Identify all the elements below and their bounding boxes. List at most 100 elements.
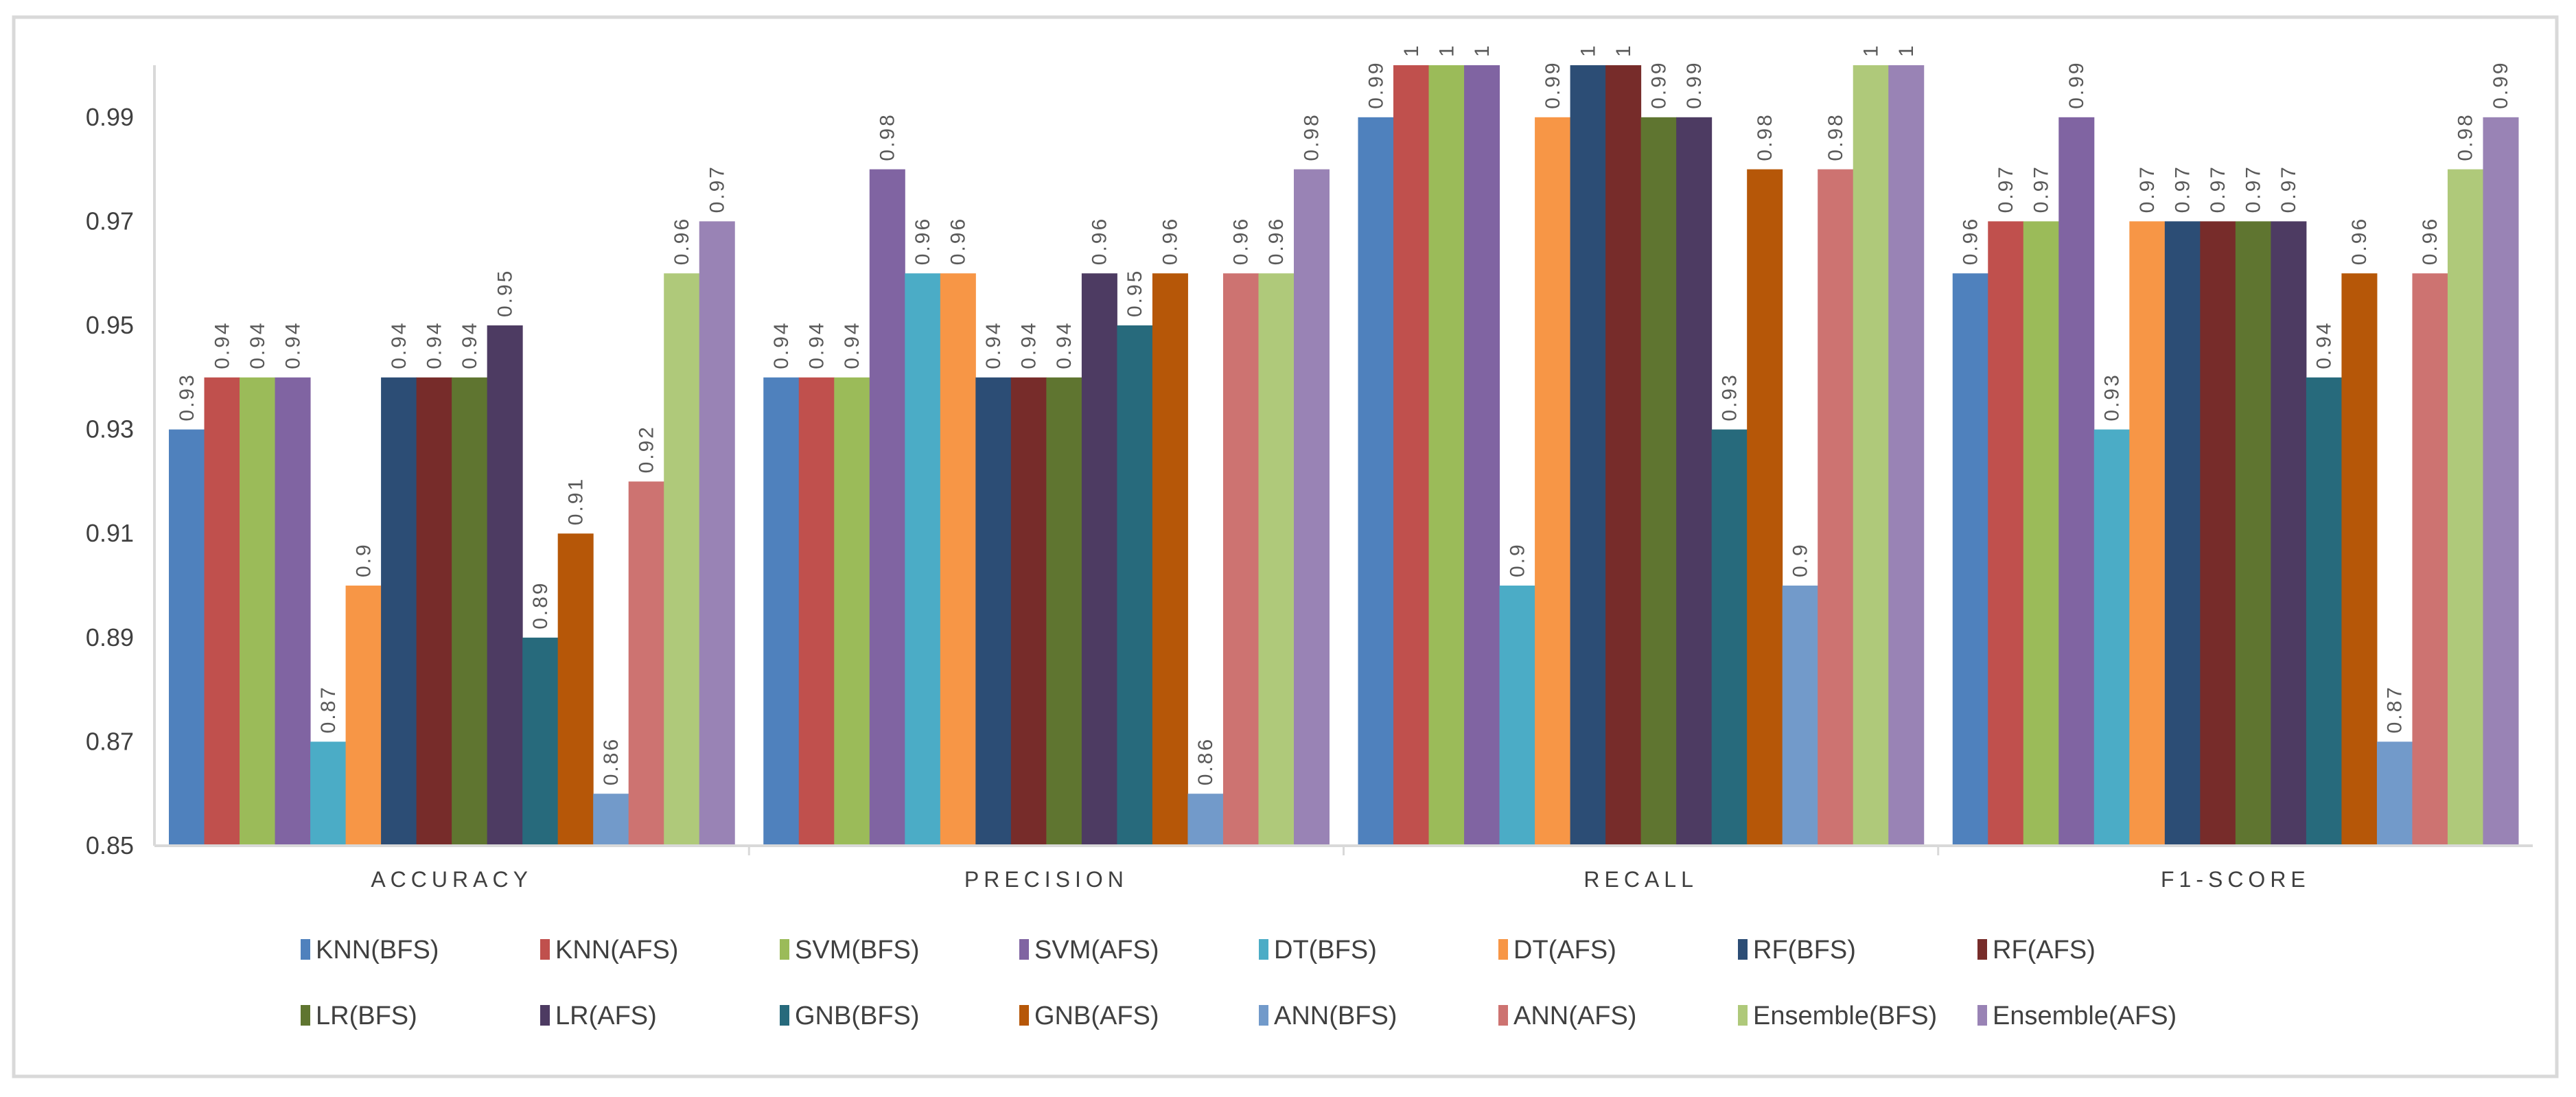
data-label: 0.96 (1265, 217, 1288, 265)
legend-swatch (1019, 939, 1029, 960)
bar-dt-afs (1535, 117, 1571, 846)
data-label: 0.99 (1365, 60, 1387, 108)
data-label: 0.94 (1018, 321, 1041, 369)
data-label: 0.97 (2242, 165, 2265, 213)
legend-label: KNN(BFS) (316, 936, 439, 965)
legend-item: SVM(AFS) (1019, 936, 1159, 965)
legend-label: GNB(AFS) (1034, 1002, 1159, 1030)
data-label: 0.94 (2313, 321, 2336, 369)
data-label: 0.97 (2136, 165, 2159, 213)
legend-swatch (1259, 939, 1268, 960)
bar-ensemble-afs (1888, 65, 1925, 846)
bar-ensemble-afs (1293, 169, 1330, 846)
data-label: 0.94 (1053, 321, 1076, 369)
legend-swatch (780, 1005, 789, 1026)
data-label: 0.94 (281, 321, 304, 369)
bar-ensemble-bfs (1258, 273, 1295, 846)
y-tick-label: 0.85 (86, 831, 134, 859)
legend-swatch (1977, 939, 1987, 960)
legend-label: LR(BFS) (316, 1002, 417, 1030)
data-label: 1 (1471, 43, 1494, 57)
bar-ann-afs (1818, 169, 1854, 846)
bar-ann-bfs (1187, 794, 1224, 846)
bar-ann-bfs (1782, 586, 1818, 846)
bar-gnb-afs (1152, 273, 1188, 846)
legend-swatch (301, 1005, 310, 1026)
y-tick-label: 0.99 (86, 103, 134, 131)
legend-swatch (1738, 939, 1748, 960)
bar-knn-afs (1988, 221, 2024, 846)
data-label: 0.86 (1194, 737, 1217, 785)
legend-swatch (540, 1005, 550, 1026)
legend-swatch (1977, 1005, 1987, 1026)
legend-swatch (301, 939, 310, 960)
bar-ensemble-afs (2483, 117, 2519, 846)
bar-gnb-bfs (522, 637, 559, 846)
legend-swatch (1019, 1005, 1029, 1026)
y-tick-label: 0.93 (86, 415, 134, 443)
legend-label: DT(BFS) (1274, 936, 1377, 965)
data-label: 0.99 (1647, 60, 1670, 108)
x-category-label: RECALL (1583, 867, 1698, 892)
legend-item: LR(BFS) (301, 1002, 417, 1030)
data-label: 0.97 (2277, 165, 2300, 213)
data-label: 1 (1577, 43, 1599, 57)
data-label: 0.94 (770, 321, 793, 369)
y-tick-label: 0.89 (86, 623, 134, 651)
bar-knn-bfs (1358, 117, 1394, 846)
data-label: 1 (1612, 43, 1635, 57)
bar-dt-afs (345, 586, 382, 846)
legend-item: KNN(AFS) (540, 936, 678, 965)
bar-ensemble-bfs (664, 273, 700, 846)
bar-gnb-bfs (2306, 377, 2342, 846)
data-label: 0.96 (2348, 217, 2371, 265)
bar-lr-bfs (1046, 377, 1082, 846)
bar-gnb-afs (1747, 169, 1783, 846)
data-label: 0.87 (317, 685, 340, 733)
data-label: 0.94 (806, 321, 828, 369)
bar-gnb-afs (557, 533, 594, 846)
data-label: 0.96 (2419, 217, 2441, 265)
x-category-label: ACCURACY (371, 867, 533, 892)
data-label: 0.97 (2172, 165, 2194, 213)
bar-dt-bfs (1499, 586, 1535, 846)
data-label: 0.97 (1995, 165, 2017, 213)
data-label: 0.9 (1789, 542, 1811, 577)
data-label: 0.98 (1754, 113, 1776, 161)
data-label: 0.93 (2101, 373, 2124, 421)
data-label: 0.94 (423, 321, 445, 369)
legend-label: LR(AFS) (555, 1002, 657, 1030)
y-tick-label: 0.91 (86, 519, 134, 547)
bar-svm-afs (869, 169, 905, 846)
y-tick-label: 0.87 (86, 727, 134, 755)
bar-svm-bfs (240, 377, 276, 846)
data-label: 0.96 (912, 217, 934, 265)
data-label: 0.96 (1089, 217, 1111, 265)
data-label: 0.92 (635, 425, 658, 473)
data-label: 0.98 (1824, 113, 1847, 161)
data-label: 1 (1859, 43, 1882, 57)
bar-lr-bfs (1640, 117, 1677, 846)
legend-label: ANN(BFS) (1274, 1002, 1397, 1030)
legend-swatch (1498, 939, 1508, 960)
data-label: 0.99 (2065, 60, 2088, 108)
bar-dt-afs (940, 273, 976, 846)
bar-rf-afs (1605, 65, 1642, 846)
legend-item: ANN(BFS) (1259, 1002, 1397, 1030)
data-label: 0.87 (2384, 685, 2406, 733)
bar-ann-afs (628, 481, 664, 846)
bar-rf-afs (2200, 221, 2236, 846)
bar-rf-afs (1010, 377, 1047, 846)
legend-label: Ensemble(BFS) (1753, 1002, 1937, 1030)
y-tick-label: 0.95 (86, 311, 134, 339)
legend-item: DT(AFS) (1498, 936, 1616, 965)
legend-item: KNN(BFS) (301, 936, 439, 965)
data-label: 0.99 (1542, 60, 1564, 108)
bar-knn-afs (798, 377, 835, 846)
data-label: 0.94 (211, 321, 233, 369)
bar-dt-bfs (310, 741, 347, 846)
data-label: 0.86 (600, 737, 623, 785)
bar-svm-afs (1464, 65, 1500, 846)
bar-lr-bfs (2235, 221, 2271, 846)
